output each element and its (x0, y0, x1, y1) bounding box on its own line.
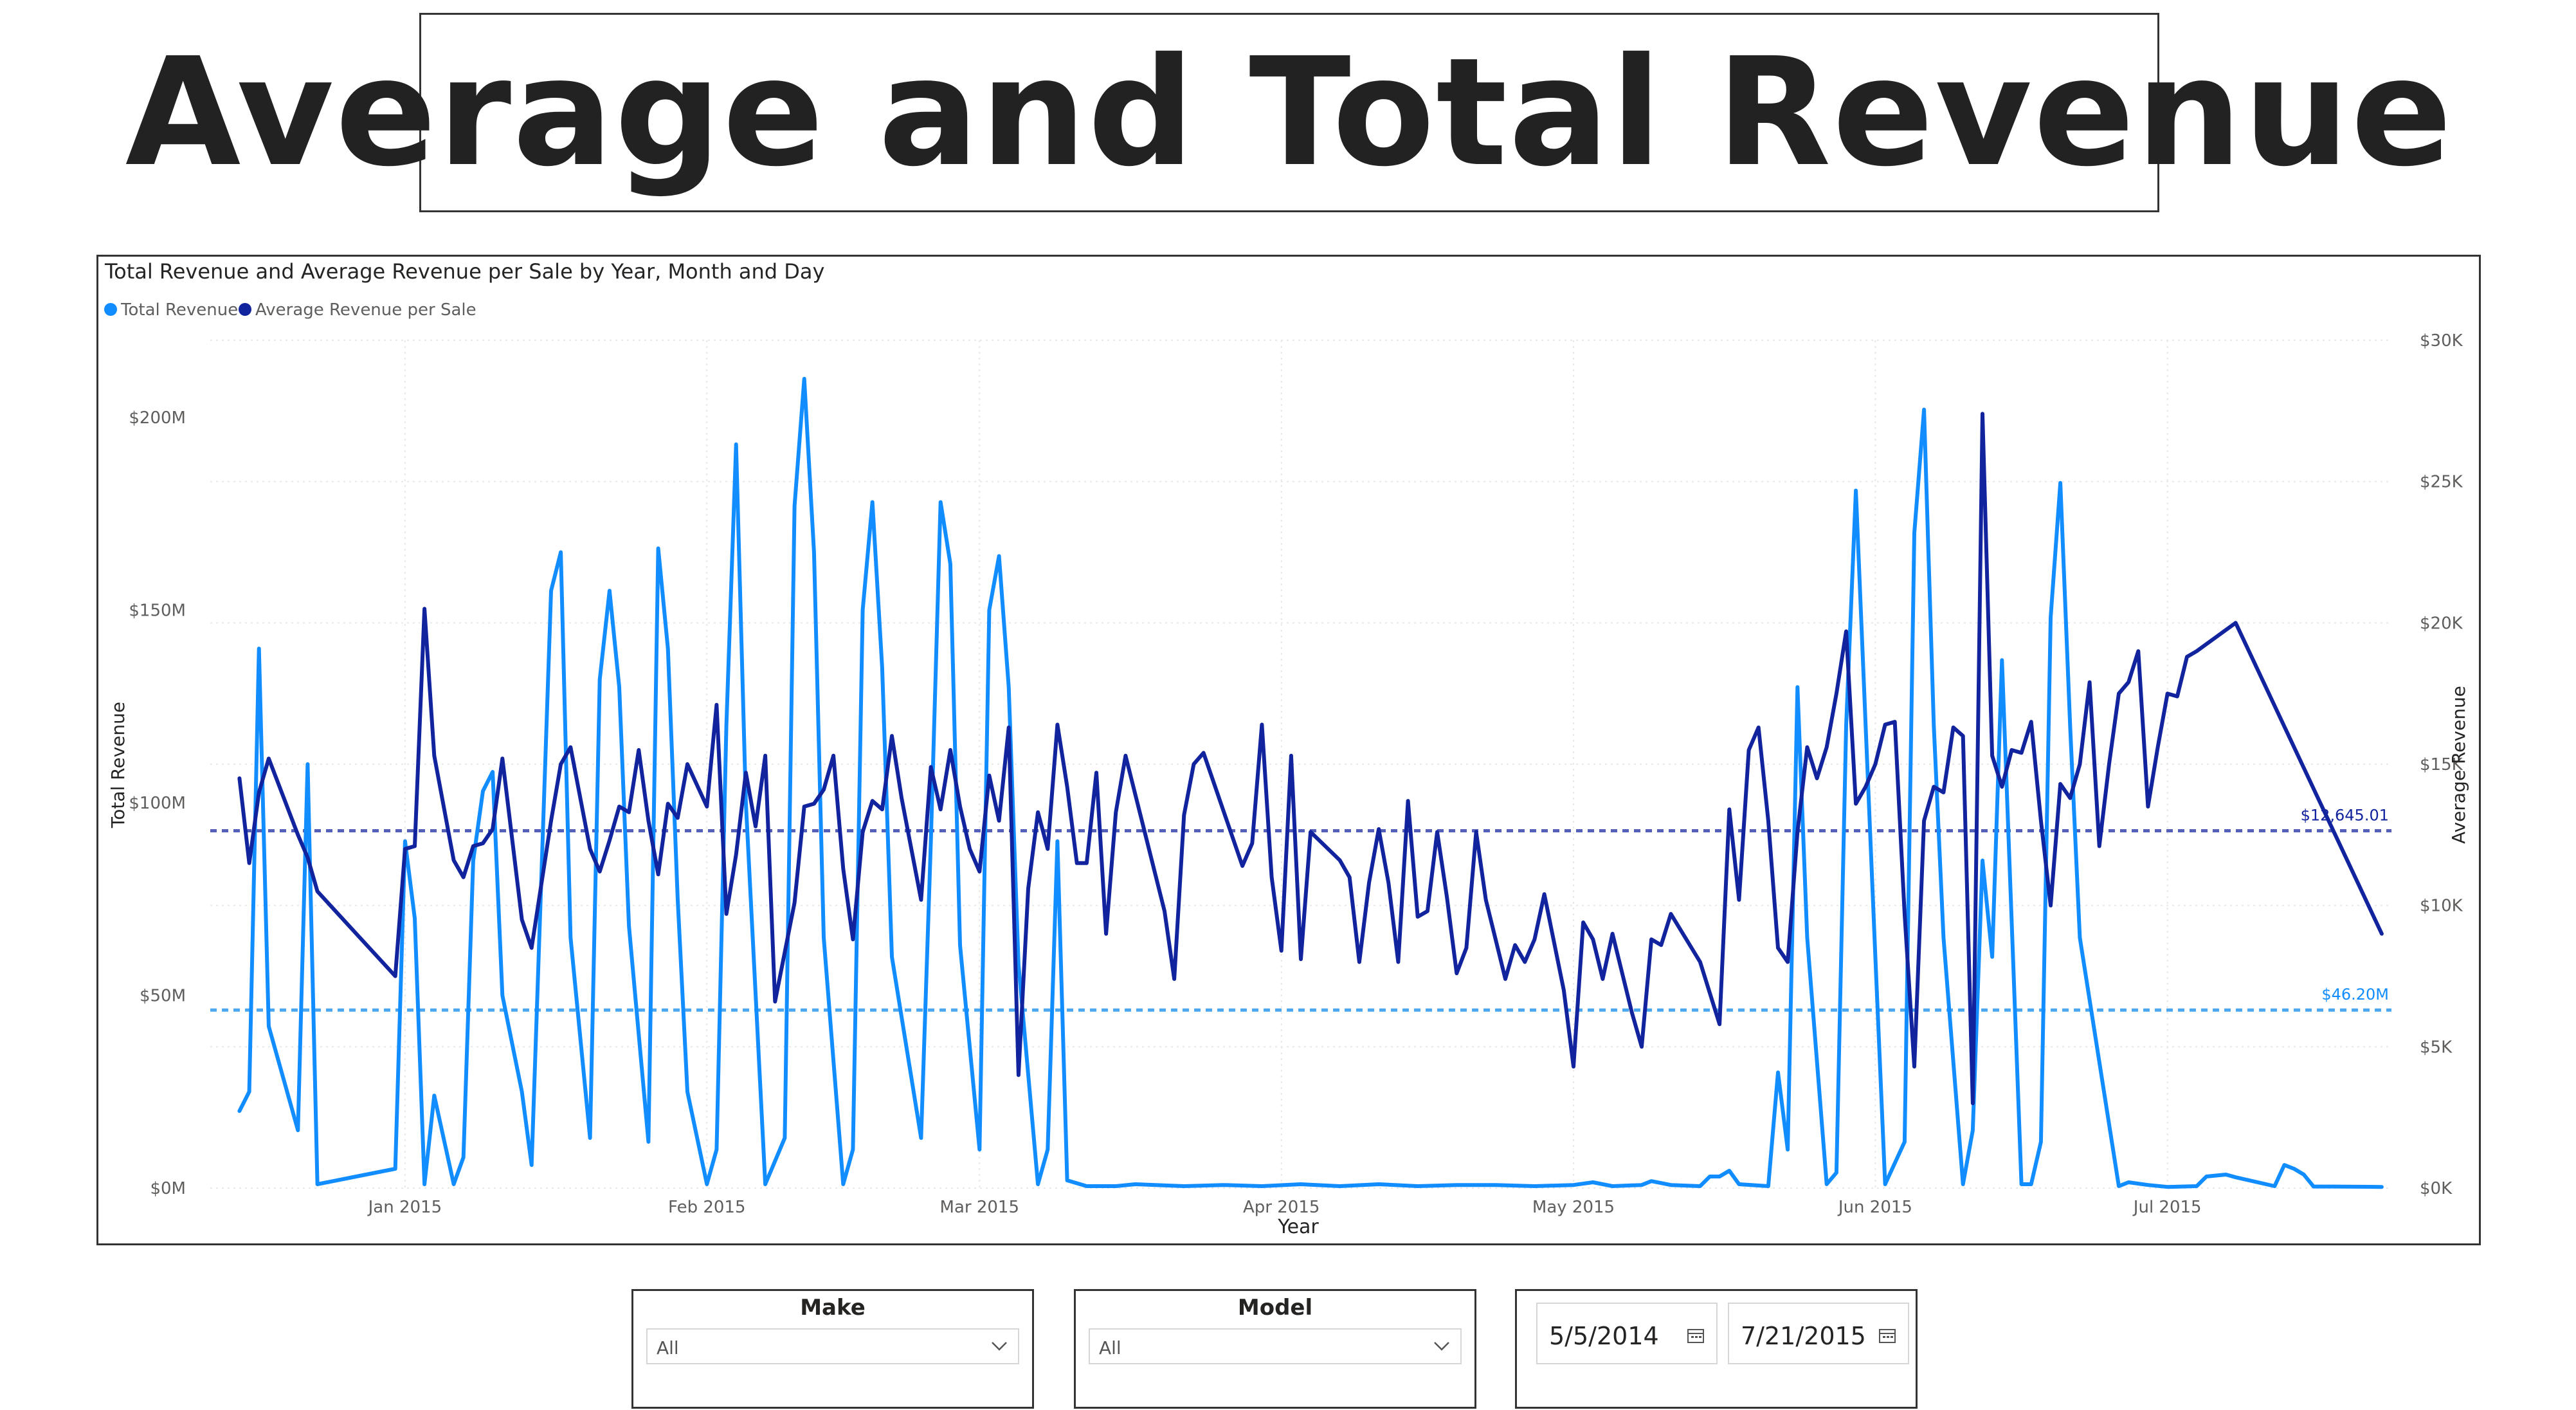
y-axis-ticks: $0M $50M $100M $150M $200M (129, 408, 186, 1198)
average-revenue-average-label: $12,645.01 (2301, 806, 2389, 824)
chart-legend[interactable]: Total Revenue Average Revenue per Sale (104, 300, 476, 320)
y2-axis-title: Average Revenue (2448, 686, 2469, 844)
calendar-icon[interactable] (1687, 1327, 1705, 1344)
total-revenue-line[interactable] (237, 376, 2384, 1189)
x-tick-label: Jun 2015 (1837, 1198, 1912, 1217)
model-slicer-label: Model (1237, 1295, 1313, 1321)
chevron-down-icon[interactable] (990, 1336, 1009, 1355)
calendar-icon[interactable] (1878, 1327, 1896, 1344)
end-date-field[interactable]: 7/21/2015 (1728, 1303, 1909, 1364)
series-lines[interactable] (237, 376, 2384, 1189)
model-slicer[interactable]: Model All (1074, 1289, 1476, 1409)
total-revenue-average-label: $46.20M (2321, 985, 2389, 1003)
x-tick-label: Jan 2015 (367, 1198, 442, 1217)
gridlines (210, 340, 2391, 1189)
y-tick-label: $100M (129, 794, 186, 813)
make-slicer-label: Make (800, 1295, 866, 1321)
y2-tick-label: $5K (2420, 1038, 2453, 1057)
y2-tick-label: $15K (2420, 755, 2463, 774)
start-date-field[interactable]: 5/5/2014 (1536, 1303, 1718, 1364)
model-dropdown[interactable]: All (1089, 1328, 1462, 1364)
x-tick-label: May 2015 (1532, 1198, 1615, 1217)
start-date-value: 5/5/2014 (1549, 1322, 1659, 1350)
end-date-value: 7/21/2015 (1741, 1322, 1866, 1350)
x-axis-title: Year (1277, 1216, 1319, 1238)
chevron-down-icon[interactable] (1432, 1336, 1451, 1355)
page-title: Average and Total Revenue (125, 26, 2454, 199)
legend-label-average-revenue[interactable]: Average Revenue per Sale (255, 300, 476, 320)
y-tick-label: $150M (129, 601, 186, 620)
legend-marker-average-revenue (239, 303, 251, 316)
x-tick-label: Feb 2015 (668, 1198, 745, 1217)
y2-tick-label: $0K (2420, 1179, 2453, 1198)
average-revenue-line[interactable] (237, 412, 2384, 1106)
model-dropdown-value: All (1099, 1337, 1121, 1359)
reference-lines: $46.20M $12,645.01 (210, 806, 2391, 1012)
x-tick-label: Mar 2015 (940, 1198, 1020, 1217)
y2-axis-ticks: $0K $5K $10K $15K $20K $25K $30K (2420, 331, 2463, 1198)
page-title-box: Average and Total Revenue (125, 13, 2452, 212)
y2-tick-label: $30K (2420, 331, 2463, 351)
y-tick-label: $50M (140, 986, 186, 1005)
y-axis-title: Total Revenue (107, 702, 129, 829)
chart-canvas: Total Revenue and Average Revenue per Sa… (104, 259, 2469, 1238)
y2-tick-label: $10K (2420, 897, 2463, 916)
x-tick-label: Jul 2015 (2132, 1198, 2202, 1217)
date-range-slicer[interactable]: 5/5/2014 7/21/2015 (1515, 1289, 1918, 1409)
chart-title: Total Revenue and Average Revenue per Sa… (104, 259, 824, 284)
make-dropdown-value: All (657, 1337, 679, 1359)
make-dropdown[interactable]: All (646, 1328, 1019, 1364)
x-tick-label: Apr 2015 (1243, 1198, 1320, 1217)
legend-marker-total-revenue (104, 303, 117, 316)
y2-tick-label: $20K (2420, 614, 2463, 633)
y-tick-label: $0M (150, 1179, 186, 1198)
y-tick-label: $200M (129, 408, 186, 428)
y2-tick-label: $25K (2420, 473, 2463, 492)
revenue-line-chart[interactable]: Total Revenue and Average Revenue per Sa… (96, 255, 2481, 1245)
make-slicer[interactable]: Make All (631, 1289, 1034, 1409)
x-axis-ticks: Jan 2015 Feb 2015 Mar 2015 Apr 2015 May 2015… (367, 1198, 2202, 1217)
legend-label-total-revenue[interactable]: Total Revenue (120, 300, 238, 320)
